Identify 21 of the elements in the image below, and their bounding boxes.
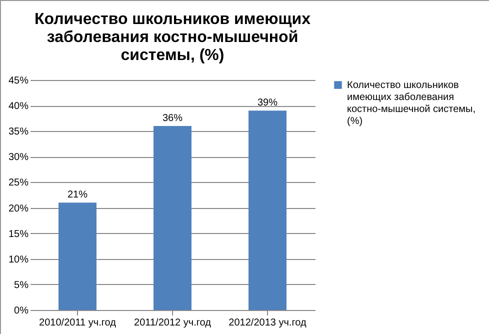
chart-title: Количество школьников имеющих заболевания костно-мышечной системы, (%)	[34, 11, 311, 64]
data-label: 39%	[257, 98, 278, 109]
data-label: 21%	[67, 190, 88, 201]
y-tick-label: 35%	[8, 126, 29, 138]
bar	[58, 202, 96, 310]
x-tick-label: 2010/2011 уч.год	[39, 318, 116, 328]
y-tick-label: 45%	[8, 76, 29, 86]
y-tick-label: 5%	[14, 280, 29, 291]
bar	[154, 126, 192, 310]
y-tick-label: 0%	[14, 306, 29, 316]
legend-label: Количество школьников имеющих заболевания костно-мышечной системы, (%)	[347, 80, 476, 127]
y-tick-label: 25%	[8, 178, 29, 189]
x-tick-label: 2012/2013 уч.год	[228, 318, 306, 328]
data-label: 36%	[162, 113, 183, 124]
y-tick-label: 15%	[8, 228, 29, 240]
y-tick-label: 40%	[8, 101, 29, 112]
x-tick-label: 2011/2012 уч.год	[134, 318, 212, 328]
y-tick-label: 30%	[8, 152, 29, 164]
bar	[248, 110, 286, 310]
y-tick-label: 10%	[8, 254, 29, 266]
y-tick-label: 20%	[8, 203, 29, 214]
